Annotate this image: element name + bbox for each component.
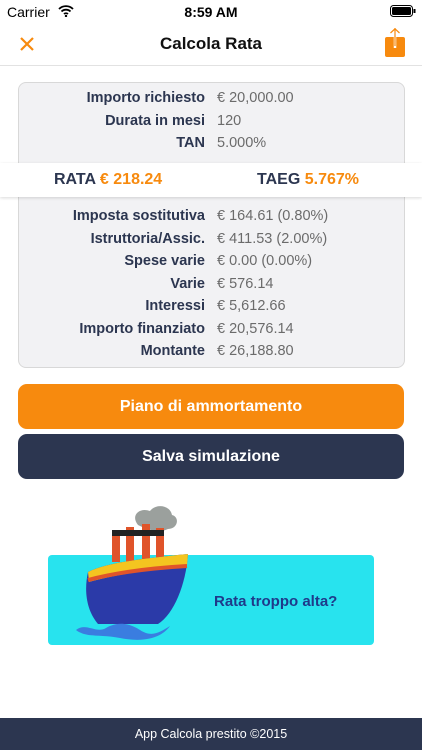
battery-icon <box>390 5 416 17</box>
taeg: TAEG 5.767% <box>257 171 359 189</box>
row-label: Spese varie <box>124 253 205 269</box>
wifi-icon <box>58 5 74 17</box>
taeg-label: TAEG <box>257 171 301 188</box>
row-value: 5.000% <box>217 135 267 151</box>
row-label: Istruttoria/Assic. <box>90 230 205 247</box>
row-value: € 164.61 (0.80%) <box>217 208 329 224</box>
close-button[interactable] <box>20 37 34 51</box>
save-button[interactable]: Salva simulazione <box>18 434 404 479</box>
info-row: Montante € 26,188.80 <box>0 340 422 362</box>
info-row: Istruttoria/Assic. € 411.53 (2.00%) <box>0 228 422 250</box>
row-value: € 0.00 (0.00%) <box>217 253 313 269</box>
row-label: TAN <box>176 135 205 151</box>
row-value: € 5,612.66 <box>217 298 286 314</box>
summary-card <box>18 82 405 368</box>
info-row: Spese varie € 0.00 (0.00%) <box>0 250 422 272</box>
row-value: € 20,000.00 <box>217 90 294 106</box>
nav-title: Calcola Rata <box>159 34 263 53</box>
info-row: TAN 5.000% <box>0 132 422 154</box>
taeg-value: 5.767% <box>304 171 359 188</box>
row-value: € 411.53 (2.00%) <box>217 230 328 247</box>
banner-text: Rata troppo alta? <box>214 593 337 610</box>
status-bar: Carrier 8:59 AM <box>0 0 422 22</box>
row-label: Varie <box>170 275 205 292</box>
row-label: Imposta sostitutiva <box>72 208 205 224</box>
banner[interactable]: Rata troppo alta? <box>48 500 378 650</box>
row-label: Interessi <box>145 298 205 314</box>
rata: RATA € 218.24 <box>54 171 162 189</box>
info-row: Importo finanziato € 20,576.14 <box>0 318 422 340</box>
clock: 8:59 AM <box>184 4 238 20</box>
info-row: Importo richiesto € 20,000.00 <box>0 87 422 109</box>
carrier: Carrier <box>7 4 50 20</box>
info-row: Interessi € 5,612.66 <box>0 295 422 317</box>
footer: App Calcola prestito ©2015 <box>0 718 422 750</box>
row-value: € 576.14 <box>217 275 274 292</box>
row-value: € 20,576.14 <box>217 320 294 337</box>
share-button[interactable] <box>384 28 406 58</box>
nav-bar: Calcola Rata <box>0 22 422 66</box>
rata-label: RATA <box>54 171 96 188</box>
rata-value: € 218.24 <box>99 171 163 188</box>
row-label: Importo finanziato <box>79 320 205 337</box>
row-label: Durata in mesi <box>105 112 205 129</box>
info-row: Durata in mesi 120 <box>0 110 422 132</box>
amortization-button[interactable]: Piano di ammortamento <box>18 384 404 429</box>
info-row: Varie € 576.14 <box>0 273 422 295</box>
info-row: Imposta sostitutiva € 164.61 (0.80%) <box>0 205 422 227</box>
row-label: Montante <box>140 343 205 359</box>
result-band: RATA € 218.24 TAEG 5.767% <box>0 163 422 197</box>
row-value: 120 <box>217 112 242 129</box>
row-value: € 26,188.80 <box>217 343 294 359</box>
row-label: Importo richiesto <box>86 90 205 106</box>
